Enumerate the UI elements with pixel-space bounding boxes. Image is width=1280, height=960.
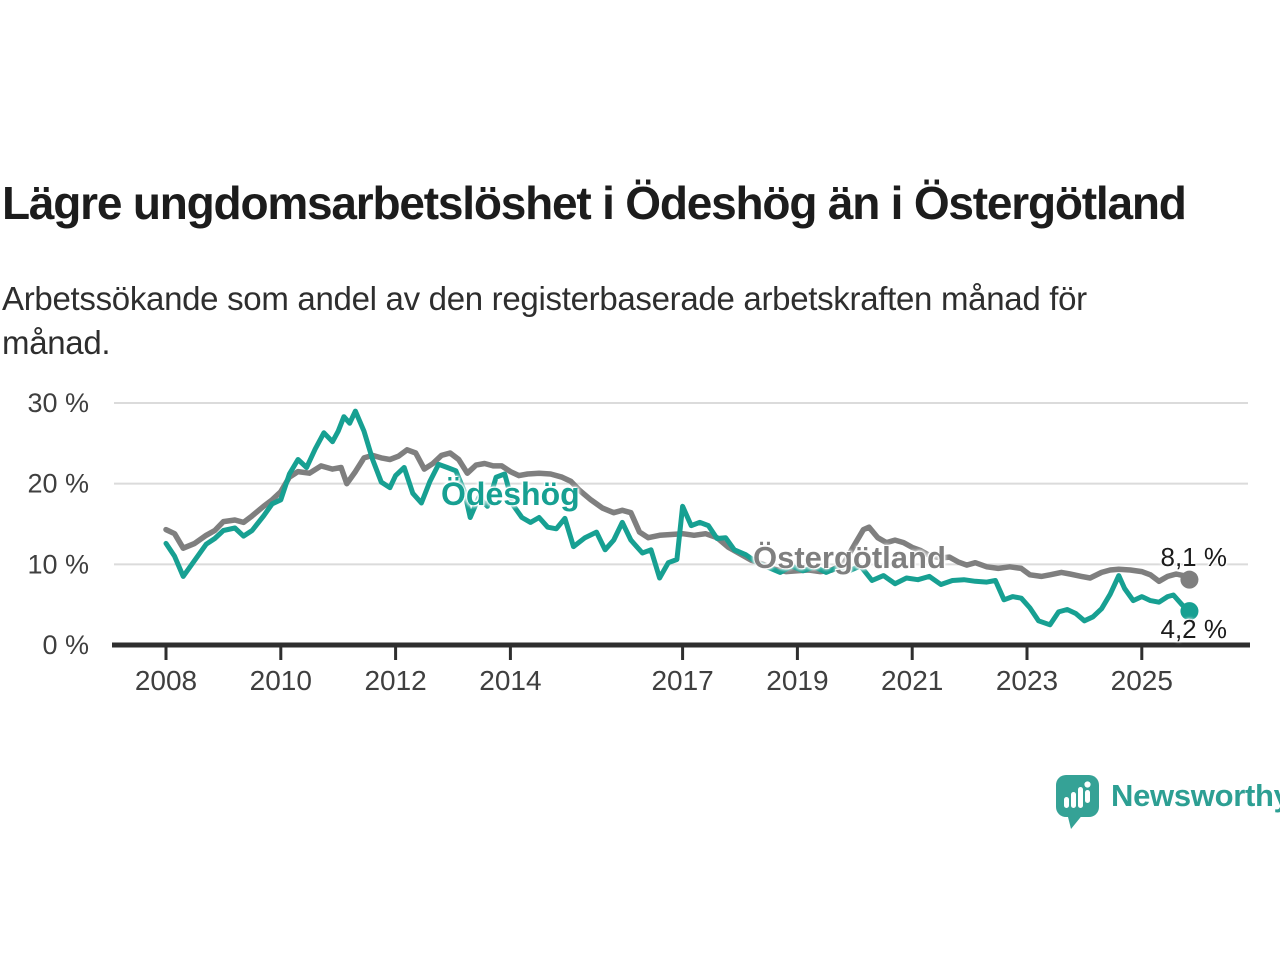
brand-name: Newsworthy (1111, 778, 1280, 813)
y-tick-label: 0 % (42, 630, 89, 660)
x-tick-label: 2008 (135, 665, 197, 696)
bar-chart-speech-bubble-icon (1056, 775, 1100, 835)
series-label-ostergotland: Östergötland (753, 540, 946, 575)
page-subtitle: Arbetssökande som andel av den registerb… (2, 280, 1087, 361)
newsworthy-logo: Newsworthy (1056, 775, 1280, 835)
x-tick-label: 2010 (250, 665, 312, 696)
x-tick-label: 2023 (996, 665, 1058, 696)
x-tick-label: 2021 (881, 665, 943, 696)
x-tick-label: 2019 (766, 665, 828, 696)
x-tick-label: 2012 (364, 665, 426, 696)
y-tick-label: 30 % (27, 388, 89, 418)
page-title: Lägre ungdomsarbetslöshet i Ödeshög än i… (2, 176, 1187, 229)
y-tick-label: 10 % (27, 549, 89, 579)
x-tick-label: 2014 (479, 665, 541, 696)
end-value-label-odeshog: 4,2 % (1160, 614, 1228, 644)
series-label-odeshog: Ödeshög (441, 476, 580, 512)
series-line-odeshog (163, 408, 1192, 628)
series-line-ostergotland (163, 447, 1193, 585)
end-value-label-ostergotland: 8,1 % (1160, 542, 1228, 572)
y-tick-label: 20 % (27, 469, 89, 499)
x-tick-label: 2017 (651, 665, 713, 696)
end-dot-odeshog (1180, 602, 1199, 621)
x-tick-label: 2025 (1111, 665, 1173, 696)
end-dot-ostergotland (1180, 570, 1199, 589)
